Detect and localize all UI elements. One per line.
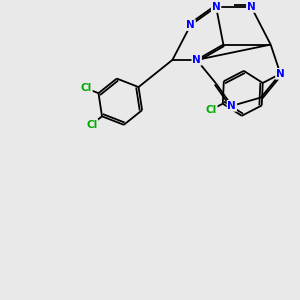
- Text: N: N: [227, 101, 236, 111]
- Text: N: N: [276, 69, 285, 79]
- Text: Cl: Cl: [206, 105, 217, 115]
- Text: N: N: [247, 2, 256, 12]
- Text: N: N: [212, 2, 220, 12]
- Text: N: N: [186, 20, 195, 30]
- Text: N: N: [192, 55, 201, 65]
- Text: Cl: Cl: [81, 83, 92, 93]
- Text: Cl: Cl: [86, 120, 98, 130]
